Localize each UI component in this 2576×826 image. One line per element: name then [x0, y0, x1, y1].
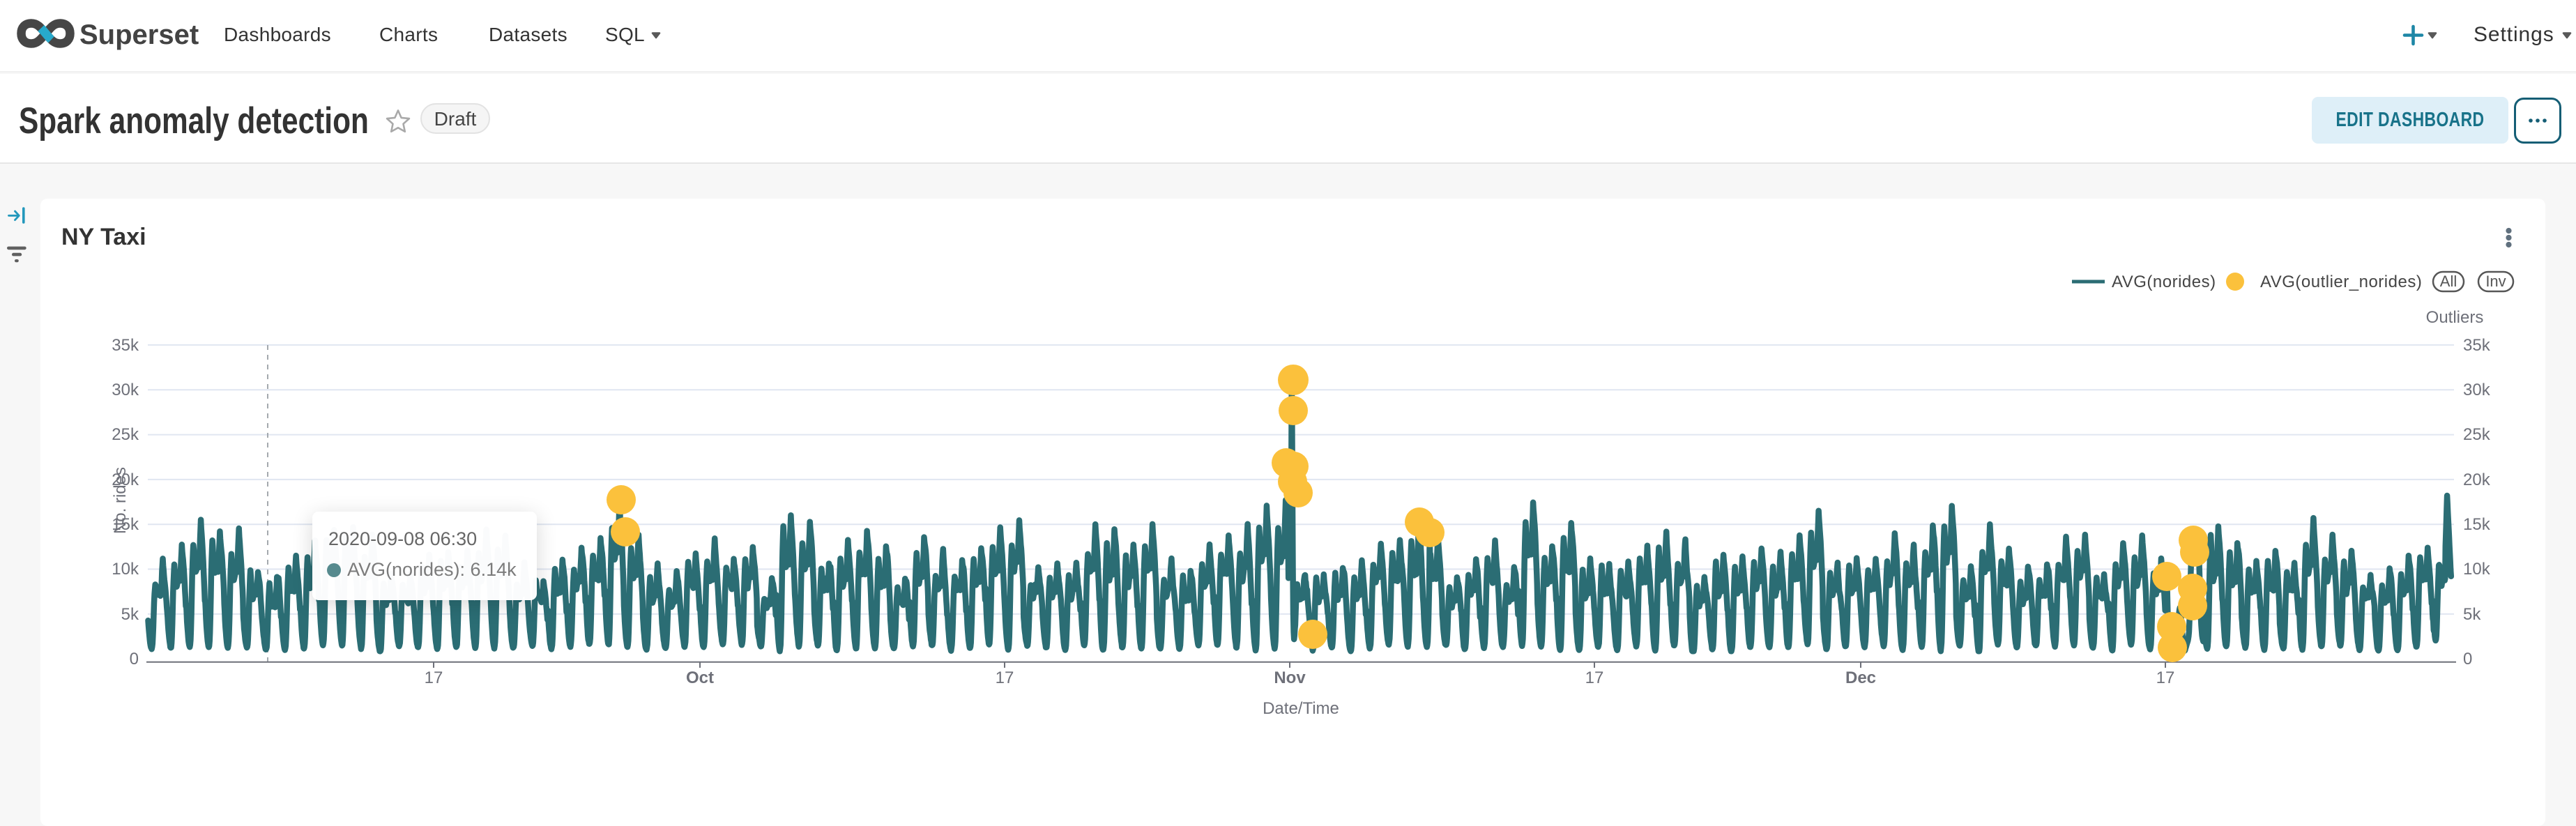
svg-text:17: 17	[996, 668, 1014, 687]
svg-text:20k: 20k	[2463, 471, 2491, 489]
svg-text:Dec: Dec	[1845, 668, 1876, 687]
svg-text:AVG(norides): AVG(norides)	[2112, 273, 2216, 291]
svg-text:17: 17	[425, 668, 443, 687]
svg-text:25k: 25k	[112, 425, 139, 444]
svg-text:25k: 25k	[2463, 425, 2491, 444]
svg-text:Nov: Nov	[1274, 668, 1306, 687]
svg-text:15k: 15k	[2463, 515, 2491, 534]
svg-text:Oct: Oct	[686, 668, 714, 687]
svg-text:10k: 10k	[2463, 560, 2491, 579]
svg-text:35k: 35k	[112, 336, 139, 355]
svg-text:20k: 20k	[112, 471, 139, 489]
svg-text:5k: 5k	[121, 605, 139, 624]
svg-text:AVG(outlier_norides): AVG(outlier_norides)	[2260, 273, 2422, 291]
svg-text:17: 17	[1585, 668, 1604, 687]
svg-text:5k: 5k	[2463, 605, 2481, 624]
svg-text:No. rides: No. rides	[111, 467, 130, 534]
svg-text:Date/Time: Date/Time	[1263, 699, 1339, 718]
svg-text:30k: 30k	[112, 381, 139, 399]
svg-text:Inv: Inv	[2485, 273, 2506, 290]
svg-text:35k: 35k	[2463, 336, 2491, 355]
svg-text:15k: 15k	[112, 515, 139, 534]
svg-text:30k: 30k	[2463, 381, 2491, 399]
svg-text:Outliers: Outliers	[2426, 308, 2484, 327]
svg-text:0: 0	[130, 650, 139, 668]
svg-text:17: 17	[2156, 668, 2175, 687]
svg-text:All: All	[2440, 273, 2457, 290]
svg-text:10k: 10k	[112, 560, 139, 579]
svg-text:0: 0	[2463, 650, 2472, 668]
